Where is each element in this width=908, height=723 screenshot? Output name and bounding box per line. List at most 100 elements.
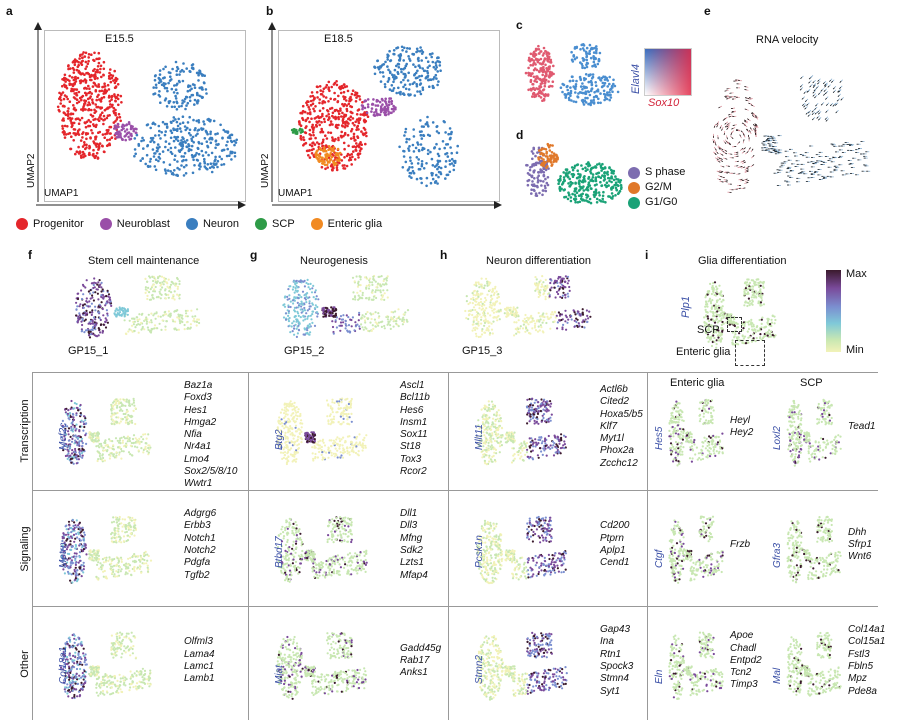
panel-label-f: f <box>28 248 32 262</box>
gene-list-item: Ascl1 <box>400 380 425 391</box>
gene-list-item: Cend1 <box>600 557 630 569</box>
gene-umap-hes5 <box>668 398 724 467</box>
gene-list-item: Hoxa5/b5 <box>600 408 643 420</box>
grid-divider-3 <box>647 372 648 720</box>
y-axis-arrow-b <box>268 22 276 202</box>
gene-list-item: Tead1 <box>848 420 876 432</box>
gene-list-item: Erbb3 <box>184 520 211 532</box>
gene-list-item: Pdgfa <box>184 557 211 569</box>
panel-label-g: g <box>250 248 258 262</box>
gene-list-item: Lamc1 <box>184 660 215 672</box>
gene-list-item: Nr4a1 <box>184 441 212 453</box>
panel-label-a: a <box>6 4 13 18</box>
gene-list-item: Spock3 <box>600 660 634 672</box>
rna-velocity-title: RNA velocity <box>756 34 819 46</box>
gene-list-miat: Gadd45g Rab17 Anks1 <box>400 643 441 680</box>
gene-label-miat: Miat <box>274 665 285 684</box>
gene-list-pcsk1n: Cd200 Ptprn Aplp1 Cend1 <box>600 520 629 569</box>
row-label-transcription: Transcription <box>19 399 31 463</box>
gene-umap-stmn2 <box>476 631 568 701</box>
gene-label-mef2c: Mef2c <box>58 422 69 450</box>
gene-list-item: Tcn2 <box>730 667 752 679</box>
gene-list-item: Foxd3 <box>184 392 212 404</box>
colorbar <box>826 270 841 352</box>
gene-label-eln: Eln <box>654 669 665 684</box>
y-axis-label-b: UMAP2 <box>260 153 271 188</box>
umap-plot-e18: E18.5 <box>278 30 500 202</box>
colorbar-min: Min <box>846 344 864 356</box>
gene-list-item: Lamb1 <box>184 673 215 685</box>
stage-label-e15: E15.5 <box>105 33 134 45</box>
gene-label-btbd17: Btbd17 <box>274 536 285 568</box>
gene-list-item: Tgfb2 <box>184 569 210 581</box>
y-axis-arrow-a <box>34 22 42 202</box>
gene-list-item: Cd200 <box>600 520 630 532</box>
gene-list-btg2: Ascl1 Bcl11b Hes6 Insm1 Sox11 St18 Tox3 Rcor2 <box>400 380 430 478</box>
gene-list-item: Gadd45g <box>400 642 442 654</box>
x-axis-arrow-a <box>36 201 246 209</box>
gene-label-col18a1: Col18a1 <box>58 646 69 684</box>
cellcycle-legend: S phase G2/M G1/G0 <box>628 165 685 210</box>
gene-list-item: Mfap4 <box>400 569 428 581</box>
umap-coexpression-c <box>524 43 620 107</box>
gene-list-item: Ina <box>600 636 614 648</box>
gene-list-item: Cited2 <box>600 396 629 408</box>
legend-progenitor: Progenitor <box>16 218 84 230</box>
legend-neuroblast: Neuroblast <box>99 218 170 230</box>
gene-label-gfra3: Gfra3 <box>772 542 783 568</box>
gene-umap-mal <box>786 631 842 697</box>
gene-list-item: Anks1 <box>400 667 428 679</box>
gene-list-gfra3: Dhh Sfrp1 Wnt6 <box>848 527 872 564</box>
panel-label-b: b <box>266 4 274 18</box>
gene-label-btg2: Btg2 <box>274 429 285 450</box>
x-axis-arrow-b <box>272 201 502 209</box>
cell-type-legend: Progenitor Neuroblast Neuron SCP Enteric… <box>16 218 398 230</box>
umap-scatter-e15 <box>56 51 238 177</box>
grid-divider-2 <box>448 372 449 720</box>
row-label-other: Other <box>19 650 31 678</box>
gene-list-ctgf: Frzb <box>730 539 750 551</box>
gene-list-stmn2: Gap43 Ina Rtn1 Spock3 Stmn4 Syt1 <box>600 624 633 698</box>
gene-list-item: Notch2 <box>184 544 216 556</box>
gene-list-item: Lzts1 <box>400 557 424 569</box>
gene-umap-miat <box>276 632 367 700</box>
gene-list-btbd17: Dll1 Dll3 Mfng Sdk2 Lzts1 Mfap4 <box>400 508 428 582</box>
legend-scp: SCP <box>255 218 295 230</box>
program-umap-h <box>464 275 592 339</box>
gene-list-item: Dll1 <box>400 508 418 520</box>
gene-list-item: Fbln5 <box>848 660 874 672</box>
gene-umap-mllt11 <box>476 397 567 466</box>
gene-list-item: Mpz <box>848 673 867 685</box>
gene-list-item: Hes6 <box>400 404 424 416</box>
panel-label-c: c <box>516 18 523 32</box>
umap-cellcycle-d <box>525 142 623 205</box>
gene-list-item: Wwtr1 <box>184 478 213 490</box>
gene-list-item: Heyl <box>730 414 751 426</box>
y-axis-label-a: UMAP2 <box>26 153 37 188</box>
gene-list-item: Dhh <box>848 526 867 538</box>
program-umap-g <box>282 274 410 338</box>
coexpression-colorgrid <box>644 48 692 96</box>
gene-label-mllt11: Mllt11 <box>474 424 485 450</box>
panel-f-title: Stem cell maintenance <box>88 255 200 267</box>
gene-list-item: Syt1 <box>600 685 621 697</box>
panel-label-h: h <box>440 248 448 262</box>
glia-header-scp: SCP <box>800 377 823 389</box>
grid-top-border <box>32 372 878 373</box>
grid-row-divider-2 <box>32 606 878 607</box>
grid-row-divider-1 <box>32 490 878 491</box>
gene-list-item: Hes1 <box>184 404 208 416</box>
gene-list-item: Lama4 <box>184 648 215 660</box>
gene-list-item: Apoe <box>730 630 754 642</box>
gene-umap-btbd17 <box>276 516 368 583</box>
gene-umap-gfra3 <box>786 515 842 584</box>
gene-list-item: Gap43 <box>600 624 631 636</box>
gene-umap-col18a1 <box>60 631 152 700</box>
colorbar-max: Max <box>846 268 867 280</box>
gene-list-item: Col14a1 <box>848 624 886 636</box>
gene-list-item: Actl6b <box>600 383 628 395</box>
gene-list-item: Pde8a <box>848 685 877 697</box>
glia-umap-i <box>703 278 777 349</box>
gene-list-item: Bcl11b <box>400 392 430 404</box>
gene-list-hes5: Heyl Hey2 <box>730 415 753 440</box>
